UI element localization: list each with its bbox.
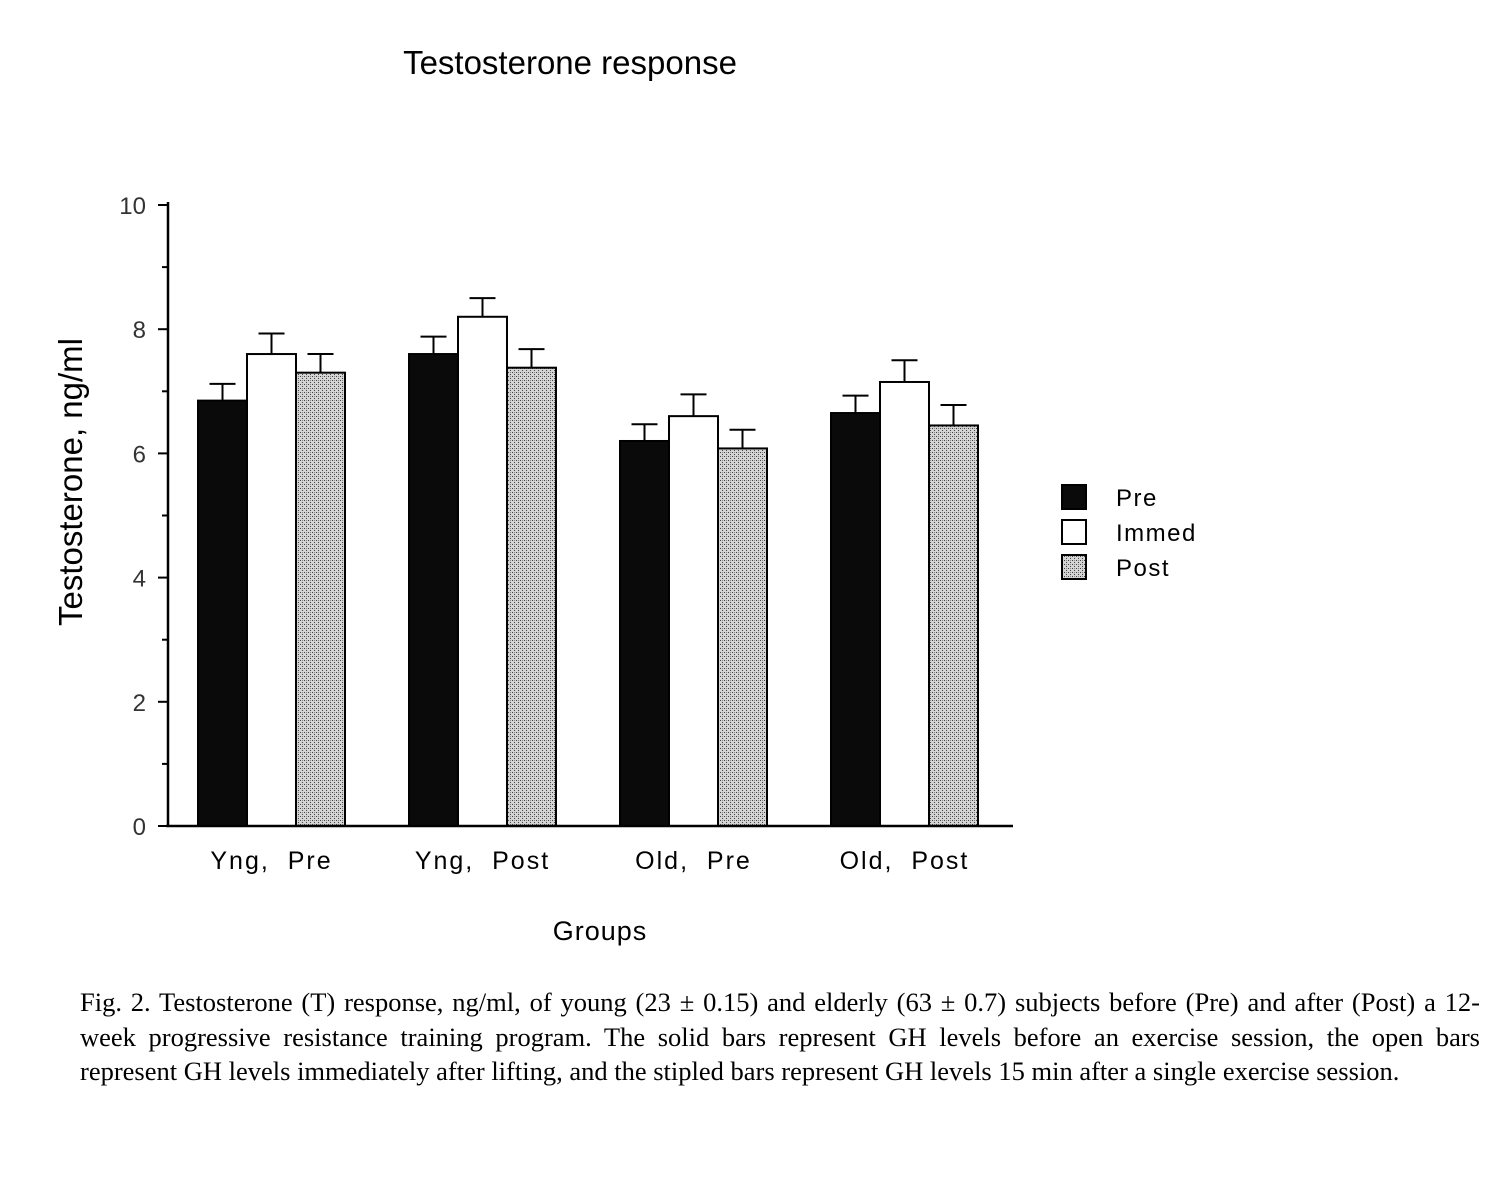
x-axis-label: Groups xyxy=(553,916,648,946)
y-tick-label-0: 0 xyxy=(133,814,146,841)
bar-post-2 xyxy=(506,366,557,827)
bar-post-4 xyxy=(928,424,979,827)
x-tick-label-1: Yng, Pre xyxy=(210,847,332,875)
legend-label-pre: Pre xyxy=(1116,485,1158,512)
bar-post-1 xyxy=(295,371,346,827)
bar-immed-4 xyxy=(879,380,930,827)
x-tick-label-2: Yng, Post xyxy=(415,847,550,875)
bar-pre-2 xyxy=(408,353,459,827)
y-tick-label-8: 8 xyxy=(133,317,146,344)
legend-label-post: Post xyxy=(1116,555,1170,582)
figure-caption: Fig. 2. Testosterone (T) response, ng/ml… xyxy=(80,987,1480,1086)
legend-label-immed: Immed xyxy=(1116,520,1197,547)
x-axis-ticks: Yng, Pre Yng, Post Old, Pre Old, Post xyxy=(210,847,970,875)
x-tick-label-3: Old, Pre xyxy=(635,847,752,875)
bar-immed-3 xyxy=(668,415,719,827)
bar-post-3 xyxy=(717,447,768,827)
bar-immed-1 xyxy=(246,353,297,827)
bars-group xyxy=(197,297,979,827)
bar-pre-4 xyxy=(830,412,881,827)
x-tick-label-4: Old, Post xyxy=(840,847,970,875)
y-tick-label-10: 10 xyxy=(119,193,146,220)
chart-title: Testosterone response xyxy=(403,44,737,81)
y-tick-label-4: 4 xyxy=(133,566,146,593)
bar-pre-3 xyxy=(619,439,670,827)
y-axis-label: Testosterone, ng/ml xyxy=(52,338,89,626)
y-tick-label-6: 6 xyxy=(133,441,146,468)
y-axis-ticks: 0 2 4 6 8 10 xyxy=(119,193,168,841)
legend-swatch-post xyxy=(1061,554,1087,580)
legend-swatch-pre xyxy=(1061,484,1087,510)
y-tick-label-2: 2 xyxy=(133,690,146,717)
legend: Pre Immed Post xyxy=(1061,484,1197,582)
bar-pre-1 xyxy=(197,399,248,827)
legend-swatch-immed xyxy=(1061,519,1087,545)
bar-immed-2 xyxy=(457,315,508,827)
